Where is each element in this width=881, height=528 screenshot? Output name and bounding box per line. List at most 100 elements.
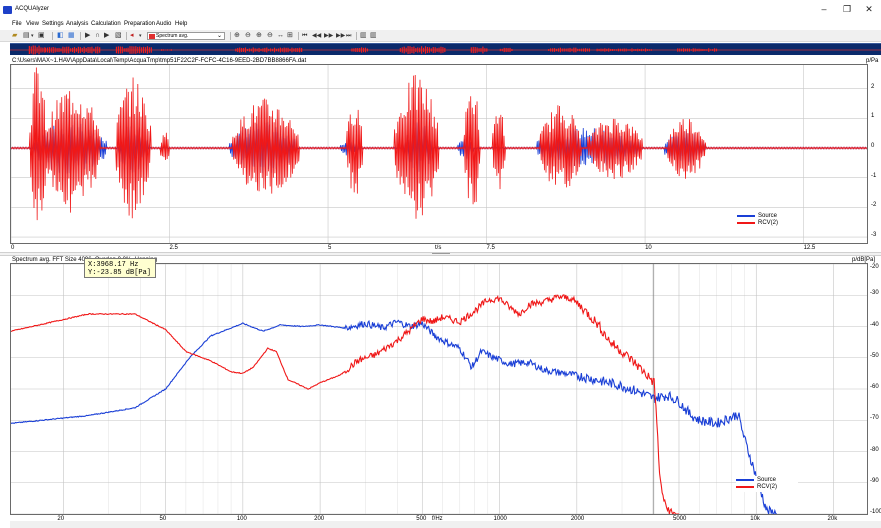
legend-item: Source [737,212,797,220]
spectrum-x-tick: 20 [57,516,65,522]
settings-icon[interactable]: ▧ [115,32,122,39]
zoom-y-in-icon[interactable]: ⊕ [256,32,262,39]
menu-analysis[interactable]: Analysis [66,21,89,27]
menu-calculation[interactable]: Calculation [91,21,121,27]
spectrum-x-tick: 200 [314,516,325,522]
legend-item: RCV(2) [737,219,797,227]
time-y-tick: -1 [871,172,877,179]
grid-icon[interactable]: ▥ [360,32,367,39]
splitter-grip[interactable] [432,253,450,254]
menu-settings[interactable]: Settings [42,21,64,27]
legend-item: Source [736,476,796,484]
time-domain-chart [10,65,868,243]
chart-icon[interactable]: ▦ [68,32,75,39]
source-spectrum [10,319,777,515]
toolbar-separator [298,32,299,40]
grid-icon[interactable]: ▥ [370,32,377,39]
toolbar-separator [52,32,53,40]
overview-strip[interactable] [10,43,881,55]
last-icon[interactable]: ⏭ [346,33,352,39]
record-icon[interactable]: ▶ [104,32,110,39]
play-icon[interactable]: ▶ [85,32,91,39]
spectrum-y-tick: -80 [870,446,879,453]
rcv-swatch [736,486,754,488]
app-logo-icon [3,6,12,14]
headphones-icon[interactable]: ∩ [95,32,101,39]
first-icon[interactable]: ⏮ [302,33,308,39]
spectrum-x-tick: 100 [236,516,247,522]
spectrum-y-tick: -50 [870,352,879,359]
spectrum-y-tick: -30 [870,290,879,297]
next-icon[interactable]: ▶▶ [324,33,334,39]
menu-bar: File View Settings Analysis Calculation … [0,20,881,30]
analysis-mode-select[interactable]: Spectrum avg. ⌄ [147,32,225,40]
time-y-tick: -2 [871,202,877,209]
spectrum-y-tick: -40 [870,321,879,328]
fast-forward-icon[interactable]: ▶▶ [336,33,346,39]
legend-source: Source [758,213,778,219]
spectrum-x-tick: 20k [827,516,838,522]
close-button[interactable]: ✕ [865,4,873,14]
red-swatch-icon [149,34,155,39]
dropdown-arrow-icon[interactable]: ▾ [31,33,34,39]
source-swatch [736,479,754,481]
spectrum-plot[interactable] [10,263,868,516]
rcv-swatch [737,222,755,224]
open-folder-icon[interactable]: ▰ [12,32,18,39]
rcv-waveform [10,67,868,221]
horizontal-scrollbar[interactable] [10,521,881,528]
menu-help[interactable]: Help [175,21,188,27]
time-x-tick: 7.5 [486,245,495,251]
overview-waveform [10,45,881,55]
menu-file[interactable]: File [12,21,22,27]
spectrum-x-tick: 500 [416,516,427,522]
save-icon[interactable]: ▤ [23,32,30,39]
spectrum-x-tick: 1000 [493,516,507,522]
spectrum-y-tick: -60 [870,384,879,390]
menu-view[interactable]: View [26,21,39,27]
toolbar-separator [80,32,81,40]
legend-source: Source [757,477,777,483]
spectrum-plot-unit: p/dB[Pa] [852,257,876,263]
toolbar-separator [230,32,231,40]
maximize-button[interactable]: ❐ [842,4,852,14]
dropdown-arrow-icon[interactable]: ▾ [139,33,142,39]
zoom-x-out-icon[interactable]: ⊖ [245,32,251,39]
spectrum-chart [10,263,867,516]
fit-all-icon[interactable]: ⊞ [287,32,293,39]
legend-rcv: RCV(2) [757,484,778,490]
window-title: ACQUAlyzer [15,6,50,12]
tooltip-y: Y:-23.85 dB[Pa] [88,269,152,277]
cursor-tooltip: X:3968.17 Hz Y:-23.85 dB[Pa] [84,258,156,278]
analysis-icon[interactable]: ◧ [57,32,64,39]
tooltip-x: X:3968.17 Hz [88,261,139,269]
spectrum-legend: Source RCV(2) [736,476,798,492]
title-bar: ACQUAlyzer – ❐ ✕ [0,0,881,20]
menu-audio[interactable]: Audio [156,21,172,27]
menu-preparation[interactable]: Preparation [124,21,156,27]
time-domain-plot[interactable] [10,64,868,244]
fit-width-icon[interactable]: ↔ [277,32,284,39]
previous-icon[interactable]: ◀◀ [312,33,322,39]
spectrum-x-label: f/Hz [432,516,443,522]
zoom-x-in-icon[interactable]: ⊕ [234,32,240,39]
spectrum-x-tick: 2000 [570,516,585,522]
analysis-mode-value: Spectrum avg. [156,33,189,39]
spectrum-x-tick: 5000 [672,516,687,522]
marker-icon[interactable]: ◂ [130,32,134,39]
rcv-spectrum [10,294,679,516]
time-x-tick: 0 [11,245,15,251]
spectrum-x-tick: 10k [750,516,760,522]
time-x-tick: 10 [645,245,652,251]
toolbar-separator [126,32,127,40]
image-icon[interactable]: ▣ [38,32,45,39]
zoom-y-out-icon[interactable]: ⊖ [267,32,273,39]
time-x-tick: 2.5 [169,245,178,251]
minimize-button[interactable]: – [821,4,827,14]
time-legend: Source RCV(2) [737,212,799,228]
time-y-tick: 0 [871,143,875,150]
legend-rcv: RCV(2) [758,220,779,226]
spectrum-y-tick: -70 [870,415,879,422]
plot-splitter[interactable] [0,252,881,256]
time-x-label: t/s [435,245,442,251]
